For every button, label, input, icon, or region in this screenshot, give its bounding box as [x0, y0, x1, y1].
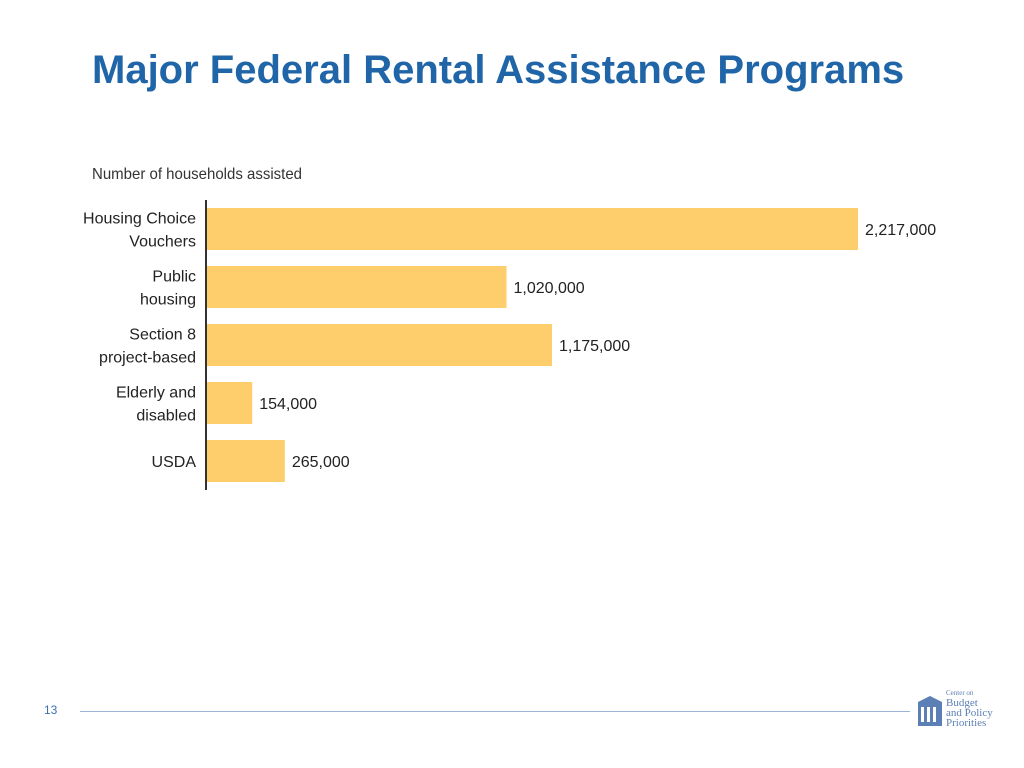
footer-rule [80, 711, 910, 712]
bar [207, 324, 553, 366]
bar-value-label: 1,020,000 [514, 280, 585, 297]
category-label: USDA [152, 454, 197, 471]
bar-value-label: 154,000 [259, 396, 317, 413]
category-label: Elderly and [116, 385, 196, 402]
category-label: project-based [99, 350, 196, 367]
building-icon [918, 696, 942, 726]
category-label: Public [152, 269, 196, 286]
bar [207, 440, 285, 482]
category-label: Housing Choice [83, 211, 196, 228]
chart-title: Number of households assisted [92, 166, 302, 183]
category-label: disabled [136, 408, 196, 425]
bar-value-label: 1,175,000 [559, 338, 630, 355]
slide-title: Major Federal Rental Assistance Programs [92, 48, 905, 92]
bar-value-label: 2,217,000 [865, 222, 936, 239]
bar [207, 208, 858, 250]
cbpp-logo: Center on Budget and Policy Priorities [918, 688, 994, 734]
logo-text: Center on Budget and Policy Priorities [946, 689, 993, 729]
bar [207, 382, 253, 424]
category-label: housing [140, 292, 196, 309]
category-label: Section 8 [129, 327, 196, 344]
bar [207, 266, 507, 308]
category-label: Vouchers [129, 234, 196, 251]
page-number: 13 [44, 703, 58, 717]
bar-value-label: 265,000 [292, 454, 350, 471]
